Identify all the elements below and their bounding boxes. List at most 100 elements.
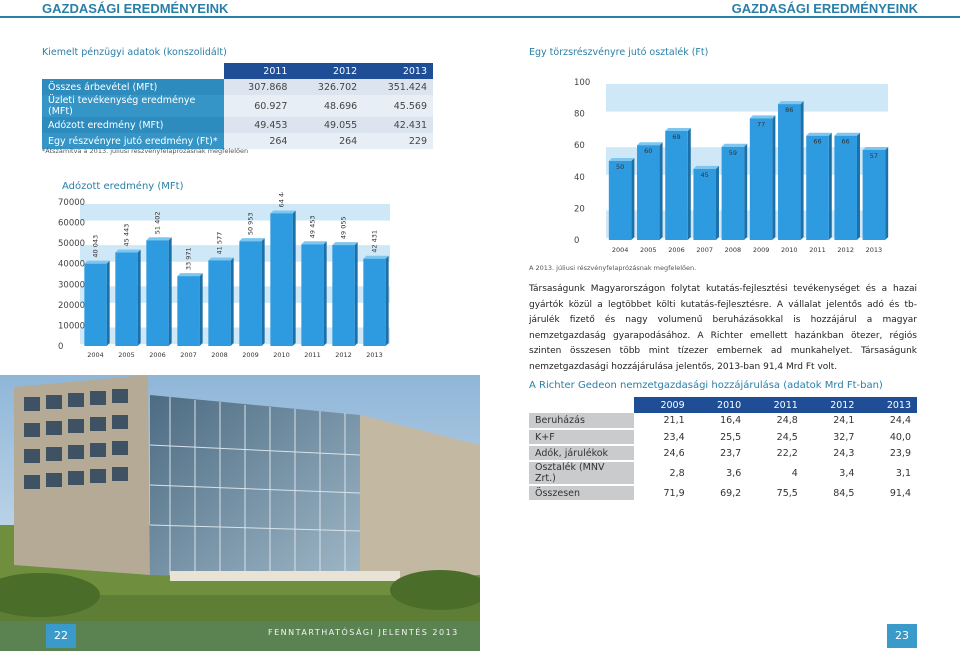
key-row-value: 264 xyxy=(223,133,294,149)
bar-side xyxy=(800,101,804,240)
contrib-year-header: 2009 xyxy=(634,397,691,413)
bar-top xyxy=(146,237,172,241)
contrib-row-value: 24,5 xyxy=(747,429,804,446)
key-row-value: 229 xyxy=(363,133,433,149)
bar-top xyxy=(637,142,663,146)
key-year-header: 2011 xyxy=(223,63,294,79)
building-photo xyxy=(0,375,480,651)
bar xyxy=(806,135,829,240)
bar-top xyxy=(239,238,265,242)
x-tick-label: 2011 xyxy=(809,246,826,254)
bar xyxy=(834,135,857,240)
key-row-value: 264 xyxy=(293,133,364,149)
contrib-table-row: Osztalék (MNV Zrt.) 2,8 3,6 4 3,4 3,1 xyxy=(529,461,917,486)
bar-value-label: 42 431 xyxy=(371,230,379,253)
bar-top xyxy=(721,143,748,147)
contrib-row-value: 24,4 xyxy=(860,413,917,430)
contrib-row-label: Adók, járulékok xyxy=(529,445,635,462)
key-table-footnote: *Átszámítva a 2013. júliusi részvényfela… xyxy=(42,147,249,155)
contrib-row-value: 22,2 xyxy=(747,445,804,462)
bar xyxy=(332,245,355,346)
dividend-chart: 0 20 40 60 80 100 50 2004 60 2005 69 2006 45 2007 59 20… xyxy=(574,78,889,254)
bar-value-label: 64 440 xyxy=(278,192,286,207)
bar-value-label: 66 xyxy=(842,138,850,146)
bar-top xyxy=(301,241,327,245)
x-tick-label: 2007 xyxy=(180,351,197,359)
footer-caption: FENNTARTHATÓSÁGI JELENTÉS 2013 xyxy=(268,628,459,637)
bar-value-label: 66 xyxy=(813,138,821,146)
contrib-row-value: 23,4 xyxy=(634,429,691,446)
bar-value-label: 57 xyxy=(870,152,878,160)
bar-side xyxy=(137,249,141,346)
bar xyxy=(608,161,632,240)
contrib-year-header: 2011 xyxy=(747,397,804,413)
contrib-row-value: 91,4 xyxy=(860,485,917,502)
y-tick-label: 30000 xyxy=(58,280,85,290)
bar-side xyxy=(687,127,691,240)
left-page-header: GAZDASÁGI EREDMÉNYEINK xyxy=(42,1,229,16)
contribution-table: 2009 2010 2011 2012 2013 Beruházás 21,1 16… xyxy=(529,397,917,502)
bar-side xyxy=(106,260,110,346)
bar-top xyxy=(332,242,358,246)
key-row-value: 60.927 xyxy=(223,95,294,117)
bar xyxy=(721,146,745,240)
contrib-table-title: A Richter Gedeon nemzetgazdasági hozzájá… xyxy=(529,380,883,391)
dividend-chart-title: Egy törzsrészvényre jutó osztalék (Ft) xyxy=(529,47,709,58)
contrib-row-value: 24,8 xyxy=(747,413,804,430)
right-header-rule xyxy=(480,16,960,18)
left-header-rule xyxy=(0,16,480,18)
bar xyxy=(146,240,169,346)
key-table-row: Egy részvényre jutó eredmény (Ft)* 264 264… xyxy=(42,133,433,149)
x-tick-label: 2005 xyxy=(640,246,657,254)
bar xyxy=(637,145,660,240)
bar-side xyxy=(261,238,265,346)
key-table-title: Kiemelt pénzügyi adatok (konszolidált) xyxy=(42,47,227,58)
bar-value-label: 33 971 xyxy=(185,247,193,270)
key-row-value: 45.569 xyxy=(363,95,433,117)
x-tick-label: 2011 xyxy=(304,351,321,359)
bar-value-label: 77 xyxy=(757,120,765,128)
bar xyxy=(177,276,200,346)
contrib-row-value: 24,3 xyxy=(803,445,861,462)
bar-side xyxy=(631,158,635,240)
key-row-value: 326.702 xyxy=(293,79,364,95)
key-row-label: Adózott eredmény (MFt) xyxy=(42,117,224,133)
key-table-row: Adózott eredmény (MFt) 49.453 49.055 42.431 xyxy=(42,117,433,133)
x-tick-label: 2013 xyxy=(366,351,383,359)
key-row-label: Egy részvényre jutó eredmény (Ft)* xyxy=(42,133,224,149)
y-tick-label: 60 xyxy=(574,141,585,151)
bar xyxy=(693,168,716,240)
y-tick-label: 80 xyxy=(574,110,585,120)
contrib-row-value: 32,7 xyxy=(803,429,861,446)
x-tick-label: 2012 xyxy=(335,351,352,359)
x-tick-label: 2010 xyxy=(781,246,798,254)
x-tick-label: 2006 xyxy=(668,246,685,254)
bar-side xyxy=(323,241,327,346)
y-tick-label: 20 xyxy=(574,204,585,214)
bar-value-label: 49 453 xyxy=(309,216,317,239)
y-tick-label: 40 xyxy=(574,173,585,183)
contrib-row-value: 69,2 xyxy=(690,485,748,502)
bar-value-label: 41 577 xyxy=(216,232,224,255)
key-row-label: Üzleti tevékenység eredménye (MFt) xyxy=(42,95,224,117)
contrib-row-value: 3,4 xyxy=(803,461,861,486)
bar-value-label: 59 xyxy=(729,149,737,157)
contrib-year-header: 2013 xyxy=(860,397,917,413)
right-page-header: GAZDASÁGI EREDMÉNYEINK xyxy=(731,1,918,16)
bar xyxy=(115,252,138,346)
key-financials-table: 2011 2012 2013 Összes árbevétel (MFt) 307… xyxy=(42,63,433,149)
bar-value-label: 60 xyxy=(644,147,652,155)
x-tick-label: 2004 xyxy=(612,246,629,254)
bar-value-label: 51 402 xyxy=(154,212,162,235)
y-tick-label: 70000 xyxy=(58,198,85,208)
contrib-row-value: 40,0 xyxy=(860,429,917,446)
bar-top xyxy=(270,210,296,214)
contrib-row-value: 2,8 xyxy=(634,461,691,486)
grid-band xyxy=(606,84,888,112)
contrib-year-header: 2012 xyxy=(803,397,861,413)
dividend-chart-note: A 2013. júliusi részvényfelaprózásnak me… xyxy=(529,264,697,272)
contrib-row-value: 21,1 xyxy=(634,413,691,430)
bar xyxy=(749,118,773,240)
bar-value-label: 50 xyxy=(616,163,624,171)
contrib-row-label: Beruházás xyxy=(529,413,635,430)
